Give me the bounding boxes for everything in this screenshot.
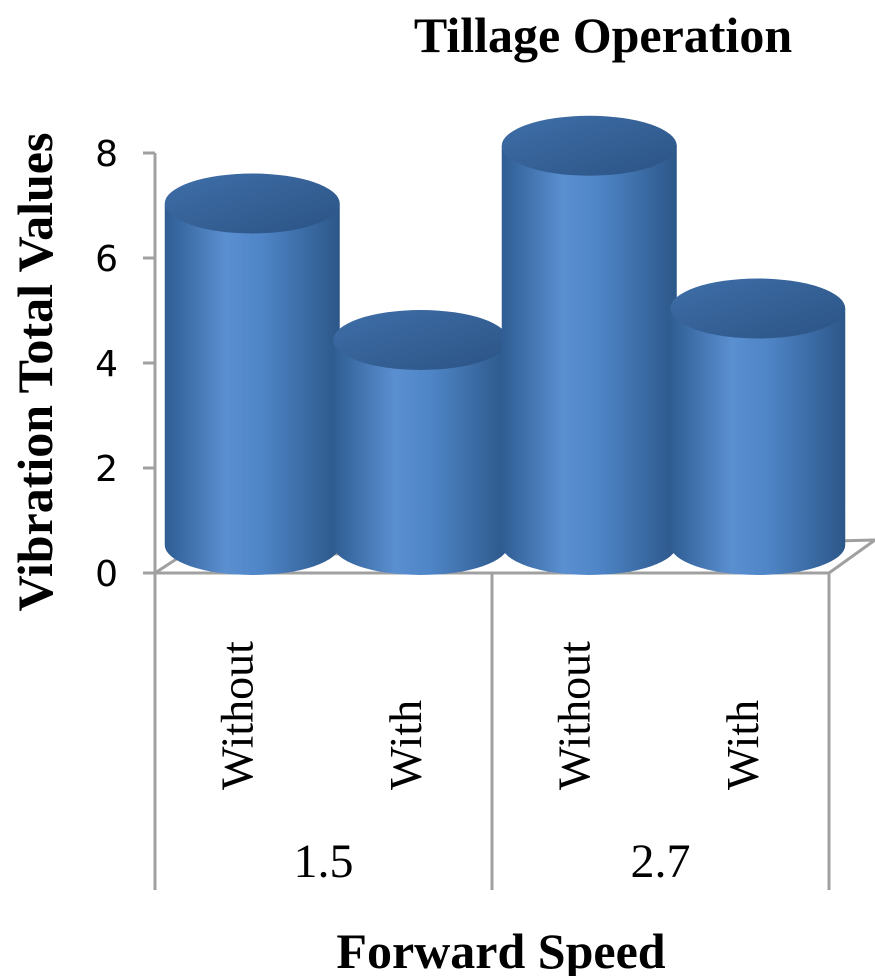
- bar-top: [670, 278, 846, 339]
- bar-body: [501, 145, 677, 576]
- y-tick-label: 0: [95, 554, 118, 595]
- y-tick-label: 2: [95, 449, 118, 490]
- y-tick-label: 8: [95, 134, 118, 175]
- y-axis-title: Vibration Total Values: [7, 133, 63, 612]
- bar-body: [670, 308, 846, 576]
- floor-edge-right: [828, 538, 875, 575]
- group-label: 1.5: [294, 835, 354, 888]
- category-label: Without: [211, 641, 262, 790]
- bar-body: [164, 203, 340, 576]
- x-axis-title: Forward Speed: [336, 923, 665, 976]
- bar-top: [164, 173, 340, 234]
- y-tick-label: 4: [95, 344, 118, 385]
- bar-body: [333, 340, 509, 576]
- category-labels: Without With Without With: [211, 641, 768, 790]
- bar-top: [333, 310, 509, 370]
- category-label: Without: [548, 641, 599, 790]
- y-tick-label: 6: [95, 239, 118, 280]
- y-ticks: 0 2 4 6 8: [95, 134, 155, 595]
- chart-title: Tillage Operation: [414, 7, 792, 63]
- bars: [164, 115, 846, 576]
- bar-top: [501, 115, 677, 176]
- category-label: With: [717, 700, 768, 790]
- group-label: 2.7: [631, 835, 691, 888]
- category-label: With: [380, 700, 431, 790]
- group-labels: 1.5 2.7: [294, 835, 691, 888]
